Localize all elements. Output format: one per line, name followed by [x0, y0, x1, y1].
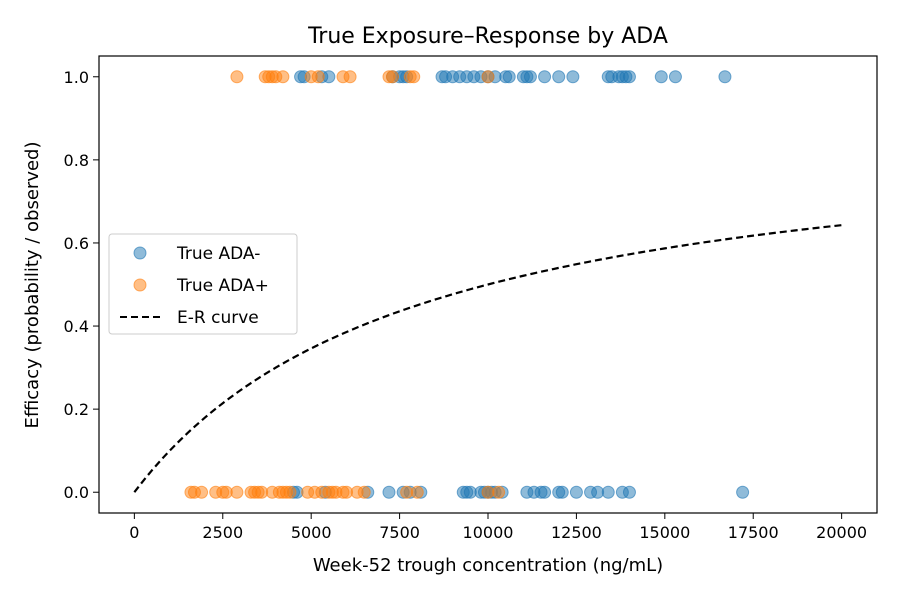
data-point-true-ada — [195, 485, 209, 499]
data-point-true-ada — [283, 485, 297, 499]
y-axis-ticks: 0.0 0.2 0.4 0.6 0.8 1.0 — [64, 68, 99, 502]
data-point-true-ada — [736, 485, 750, 499]
data-point-true-ada — [407, 70, 421, 84]
data-point-true-ada — [502, 70, 516, 84]
legend-marker-ada-neg — [133, 246, 147, 260]
data-point-true-ada — [230, 70, 244, 84]
x-tick-label: 0 — [129, 523, 139, 542]
data-point-true-ada — [622, 485, 636, 499]
data-point-true-ada — [555, 485, 569, 499]
data-point-true-ada — [276, 70, 290, 84]
data-point-true-ada — [622, 70, 636, 84]
legend-box — [108, 233, 298, 335]
legend: True ADA- True ADA+ E-R curve — [108, 233, 298, 335]
data-point-true-ada — [601, 485, 615, 499]
data-point-true-ada — [382, 485, 396, 499]
data-point-true-ada — [552, 70, 566, 84]
x-tick-label: 10000 — [463, 523, 514, 542]
data-point-true-ada — [357, 485, 371, 499]
x-tick-label: 5000 — [291, 523, 332, 542]
x-tick-label: 12500 — [551, 523, 602, 542]
y-tick-label: 0.4 — [64, 317, 89, 336]
data-point-true-ada — [410, 485, 424, 499]
data-point-true-ada — [538, 485, 552, 499]
legend-label-ada-pos: True ADA+ — [176, 276, 269, 296]
data-point-true-ada — [386, 70, 400, 84]
legend-label-ada-neg: True ADA- — [176, 244, 260, 264]
x-tick-label: 20000 — [816, 523, 867, 542]
y-axis-label: Efficacy (probability / observed) — [22, 141, 43, 428]
data-point-true-ada — [230, 485, 244, 499]
x-axis-label: Week-52 trough concentration (ng/mL) — [313, 555, 663, 576]
data-point-true-ada — [718, 70, 732, 84]
x-tick-label: 2500 — [202, 523, 243, 542]
plot-area — [133, 70, 842, 499]
legend-label-er-curve: E-R curve — [177, 308, 259, 328]
y-tick-label: 0.6 — [64, 234, 89, 253]
data-point-true-ada — [668, 70, 682, 84]
data-point-true-ada — [311, 70, 325, 84]
legend-marker-ada-pos — [133, 278, 147, 292]
data-point-true-ada — [492, 485, 506, 499]
data-point-true-ada — [481, 70, 495, 84]
y-tick-label: 0.0 — [64, 483, 89, 502]
data-point-true-ada — [538, 70, 552, 84]
data-point-true-ada — [569, 485, 583, 499]
data-point-true-ada — [654, 70, 668, 84]
y-tick-label: 0.8 — [64, 151, 89, 170]
data-point-true-ada — [566, 70, 580, 84]
er-curve-line — [133, 224, 842, 493]
data-point-true-ada — [343, 70, 357, 84]
data-point-true-ada — [523, 70, 537, 84]
y-tick-label: 1.0 — [64, 68, 89, 87]
x-tick-label: 7500 — [379, 523, 420, 542]
y-tick-label: 0.2 — [64, 400, 89, 419]
x-tick-label: 17500 — [728, 523, 779, 542]
chart-title: True Exposure–Response by ADA — [307, 24, 668, 49]
x-tick-label: 15000 — [639, 523, 690, 542]
x-axis-ticks: 0 2500 5000 7500 10000 12500 15000 17500 20000 — [129, 513, 867, 542]
